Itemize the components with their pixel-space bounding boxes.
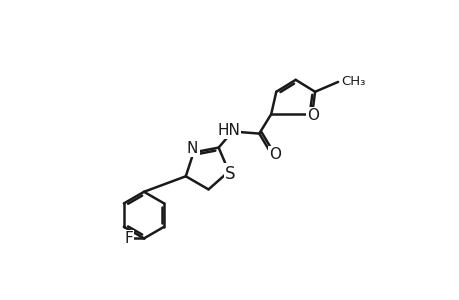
Text: S: S [225, 165, 235, 183]
Text: O: O [268, 147, 280, 162]
Text: CH₃: CH₃ [341, 75, 365, 88]
Text: O: O [307, 109, 319, 124]
Text: N: N [186, 141, 198, 156]
Text: HN: HN [217, 123, 240, 138]
Text: F: F [124, 231, 133, 246]
